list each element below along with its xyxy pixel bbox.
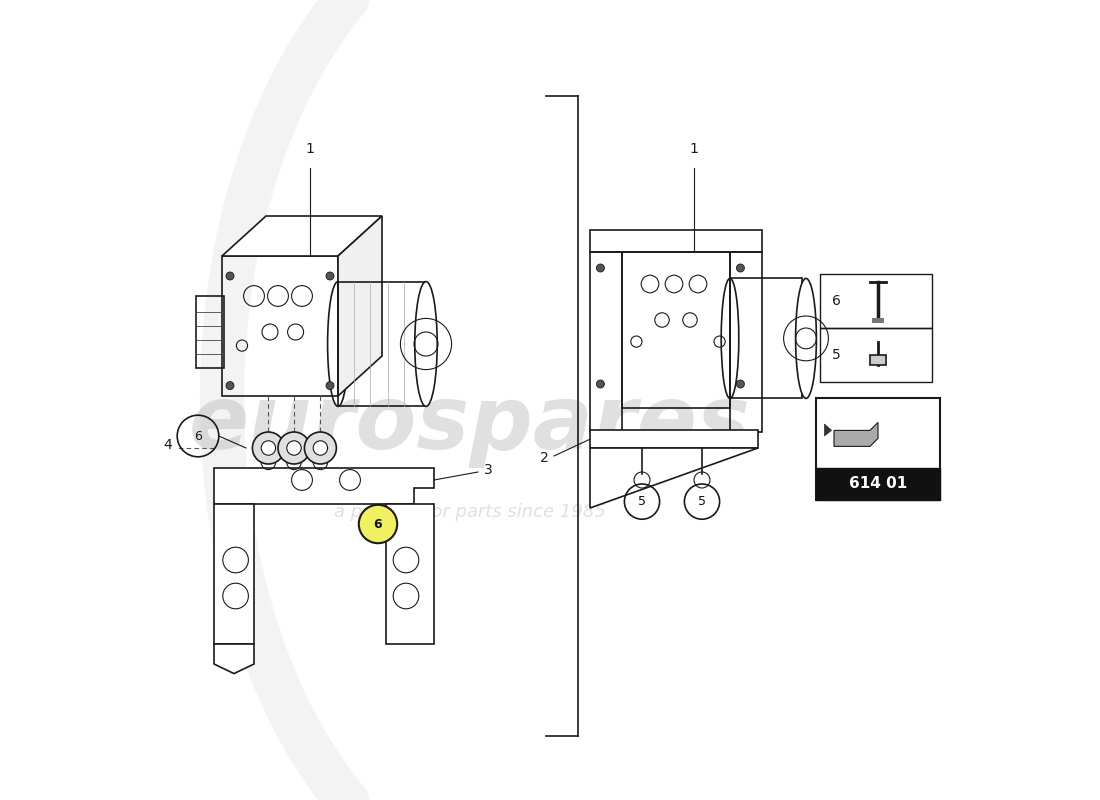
FancyBboxPatch shape xyxy=(816,468,940,500)
FancyBboxPatch shape xyxy=(871,318,884,323)
Text: a passion for parts since 1985: a passion for parts since 1985 xyxy=(334,503,606,521)
Circle shape xyxy=(278,432,310,464)
Text: eurospares: eurospares xyxy=(189,381,751,467)
Text: 1: 1 xyxy=(306,142,315,156)
Text: 6: 6 xyxy=(194,430,202,442)
Polygon shape xyxy=(386,504,434,644)
Circle shape xyxy=(226,272,234,280)
Text: 614 01: 614 01 xyxy=(849,477,908,491)
Polygon shape xyxy=(222,216,382,256)
Text: 5: 5 xyxy=(698,495,706,508)
Polygon shape xyxy=(214,504,254,644)
Text: 5: 5 xyxy=(832,348,840,362)
Ellipse shape xyxy=(328,282,349,406)
Circle shape xyxy=(226,382,234,390)
Circle shape xyxy=(326,272,334,280)
FancyBboxPatch shape xyxy=(870,355,886,365)
Circle shape xyxy=(287,441,301,455)
Circle shape xyxy=(359,505,397,543)
Text: 1: 1 xyxy=(690,142,698,156)
Text: 6: 6 xyxy=(832,294,840,308)
Circle shape xyxy=(261,441,276,455)
Ellipse shape xyxy=(415,282,437,406)
Text: 4: 4 xyxy=(164,438,173,452)
Circle shape xyxy=(596,264,604,272)
Circle shape xyxy=(252,432,285,464)
Circle shape xyxy=(305,432,337,464)
Circle shape xyxy=(736,380,745,388)
Ellipse shape xyxy=(722,278,739,398)
Polygon shape xyxy=(590,448,758,508)
Circle shape xyxy=(326,382,334,390)
Ellipse shape xyxy=(795,278,816,398)
Polygon shape xyxy=(824,424,832,436)
Circle shape xyxy=(314,441,328,455)
Polygon shape xyxy=(590,430,758,448)
Polygon shape xyxy=(834,422,878,446)
Circle shape xyxy=(736,264,745,272)
Polygon shape xyxy=(214,644,254,674)
Text: 3: 3 xyxy=(484,462,493,477)
Polygon shape xyxy=(338,216,382,396)
Polygon shape xyxy=(214,468,434,504)
Text: 5: 5 xyxy=(638,495,646,508)
Circle shape xyxy=(596,380,604,388)
Text: 2: 2 xyxy=(540,451,549,466)
Text: 6: 6 xyxy=(374,518,383,530)
